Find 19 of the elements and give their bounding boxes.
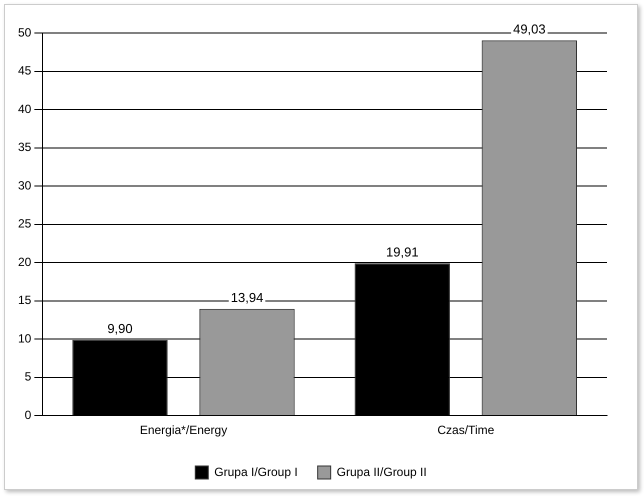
y-tick-label: 25 xyxy=(18,216,32,231)
y-tick-label: 35 xyxy=(18,140,32,154)
x-tick-label: Czas/Time xyxy=(437,423,495,438)
y-tick-label: 50 xyxy=(18,25,32,40)
data-label: 49,03 xyxy=(513,22,546,36)
legend-label: Grupa II/Group II xyxy=(336,464,427,479)
data-label: 13,94 xyxy=(230,290,264,306)
y-tick-label: 15 xyxy=(18,293,32,308)
y-tick-label: 10 xyxy=(18,331,32,346)
y-tick-label: 20 xyxy=(18,254,32,269)
y-tick-label: 5 xyxy=(24,370,32,384)
legend-label: Grupa I/Group I xyxy=(214,464,298,479)
data-label: 19,91 xyxy=(386,244,419,260)
data-label: 9,90 xyxy=(107,320,133,336)
x-tick-label: Energia*/Energy xyxy=(140,423,228,438)
y-tick-label: 45 xyxy=(18,64,32,78)
y-tick-label: 40 xyxy=(18,102,32,116)
y-tick-label: 30 xyxy=(18,178,32,192)
y-tick-label: 0 xyxy=(24,408,32,422)
